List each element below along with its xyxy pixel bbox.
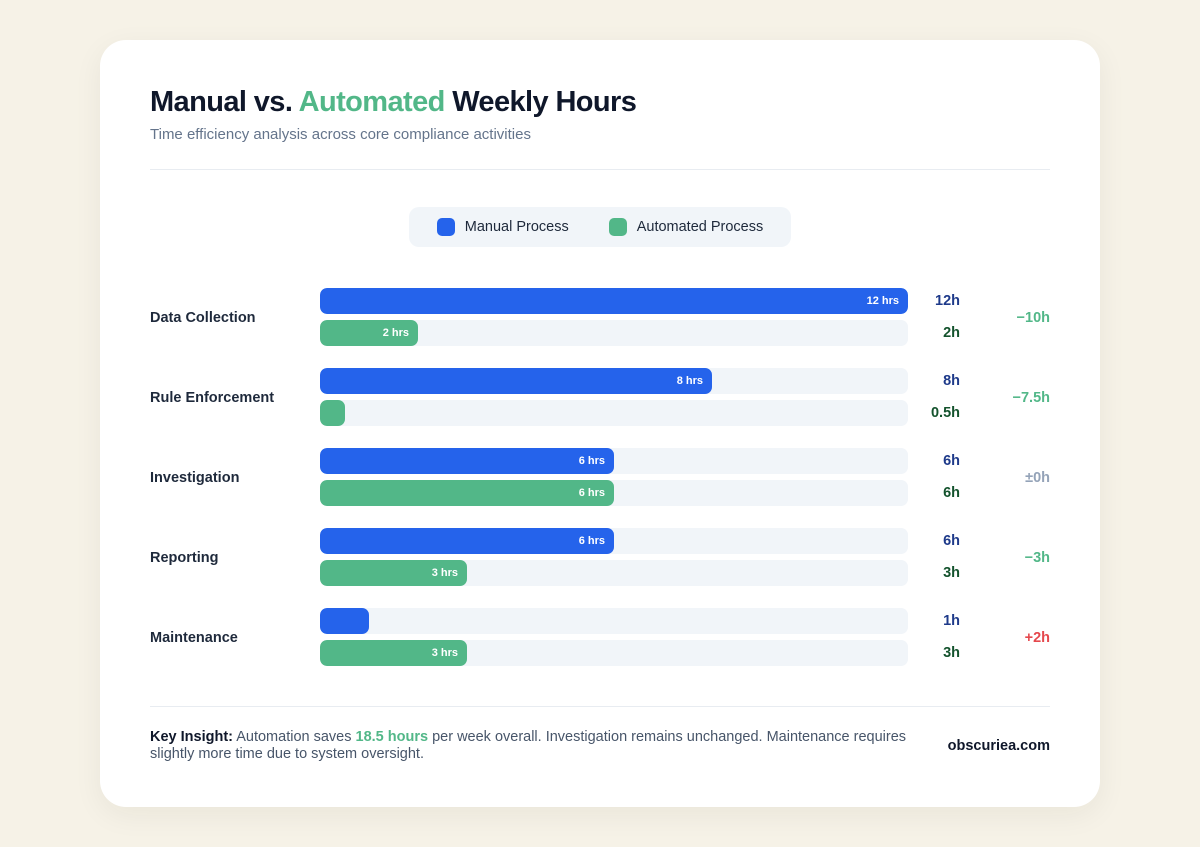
bar-track-manual-reporting: 6 hrs [320, 528, 908, 554]
value-label-auto-rule-enforcement: 0.5h [930, 405, 960, 421]
legend-item-manual: Manual Process [436, 218, 569, 236]
legend: Manual Process Automated Process [409, 207, 791, 247]
chart-row-maintenance: Maintenance 1h 3 hrs 3h +2h [150, 608, 1050, 688]
footer: Key Insight: Automation saves 18.5 hours… [150, 729, 1050, 763]
bar-manual-data-collection: 12 hrs [320, 288, 908, 314]
key-insight-label: Key Insight: [150, 729, 233, 745]
value-label-auto-reporting: 3h [943, 565, 960, 581]
category-label-rule-enforcement: Rule Enforcement [150, 390, 275, 406]
value-label-manual-investigation: 6h [943, 453, 960, 469]
difference-rule-enforcement: −7.5h [1012, 390, 1050, 406]
savings-highlight: 18.5 hours [355, 729, 429, 745]
legend-swatch-automated [608, 218, 627, 236]
bar-manual-reporting: 6 hrs [320, 528, 614, 554]
bar-auto-rule-enforcement [320, 400, 345, 426]
difference-data-collection: −10h [1016, 310, 1050, 326]
bar-track-auto-rule-enforcement [320, 400, 908, 426]
bar-track-manual-maintenance [320, 608, 908, 634]
bar-manual-investigation: 6 hrs [320, 448, 614, 474]
bar-track-manual-rule-enforcement: 8 hrs [320, 368, 908, 394]
value-label-manual-maintenance: 1h [943, 613, 960, 629]
category-label-reporting: Reporting [150, 550, 219, 566]
value-label-manual-data-collection: 12h [935, 293, 960, 309]
bar-manual-rule-enforcement: 8 hrs [320, 368, 712, 394]
chart-title: Manual vs. Automated Weekly Hours [150, 86, 637, 118]
bar-track-auto-investigation: 6 hrs [320, 480, 908, 506]
bar-track-manual-data-collection: 12 hrs [320, 288, 908, 314]
bottom-divider [150, 706, 1050, 707]
value-label-manual-reporting: 6h [943, 533, 960, 549]
bar-rows: Data Collection 12 hrs 12h 2 hrs 2h −10h Rule … [150, 288, 1050, 688]
top-divider [150, 169, 1050, 170]
chart-card: Manual vs. Automated Weekly Hours Time e… [100, 40, 1100, 807]
category-label-investigation: Investigation [150, 470, 240, 486]
bar-manual-maintenance [320, 608, 369, 634]
value-label-manual-rule-enforcement: 8h [943, 373, 960, 389]
key-insight: Key Insight: Automation saves 18.5 hours… [150, 729, 907, 762]
category-label-data-collection: Data Collection [150, 310, 256, 326]
chart-row-rule-enforcement: Rule Enforcement 8 hrs 8h 0.5h −7.5h [150, 368, 1050, 448]
bar-track-auto-reporting: 3 hrs [320, 560, 908, 586]
legend-swatch-manual [436, 218, 455, 236]
chart-row-investigation: Investigation 6 hrs 6h 6 hrs 6h ±0h [150, 448, 1050, 528]
legend-item-automated: Automated Process [608, 218, 764, 236]
chart-row-reporting: Reporting 6 hrs 6h 3 hrs 3h −3h [150, 528, 1050, 608]
legend-label-manual: Manual Process [464, 219, 569, 235]
legend-label-automated: Automated Process [636, 219, 764, 235]
category-label-maintenance: Maintenance [150, 630, 238, 646]
bar-auto-maintenance: 3 hrs [320, 640, 467, 666]
bar-auto-investigation: 6 hrs [320, 480, 614, 506]
difference-maintenance: +2h [1024, 630, 1050, 646]
value-label-auto-data-collection: 2h [943, 325, 960, 341]
difference-investigation: ±0h [1025, 470, 1050, 486]
chart-row-data-collection: Data Collection 12 hrs 12h 2 hrs 2h −10h [150, 288, 1050, 368]
value-label-auto-investigation: 6h [943, 485, 960, 501]
value-label-auto-maintenance: 3h [943, 645, 960, 661]
bar-track-manual-investigation: 6 hrs [320, 448, 908, 474]
bar-auto-reporting: 3 hrs [320, 560, 467, 586]
bar-auto-data-collection: 2 hrs [320, 320, 418, 346]
bar-track-auto-maintenance: 3 hrs [320, 640, 908, 666]
difference-reporting: −3h [1024, 550, 1050, 566]
bar-track-auto-data-collection: 2 hrs [320, 320, 908, 346]
brand-link[interactable]: obscuriea.com [947, 738, 1050, 754]
chart-subtitle: Time efficiency analysis across core com… [150, 126, 531, 143]
